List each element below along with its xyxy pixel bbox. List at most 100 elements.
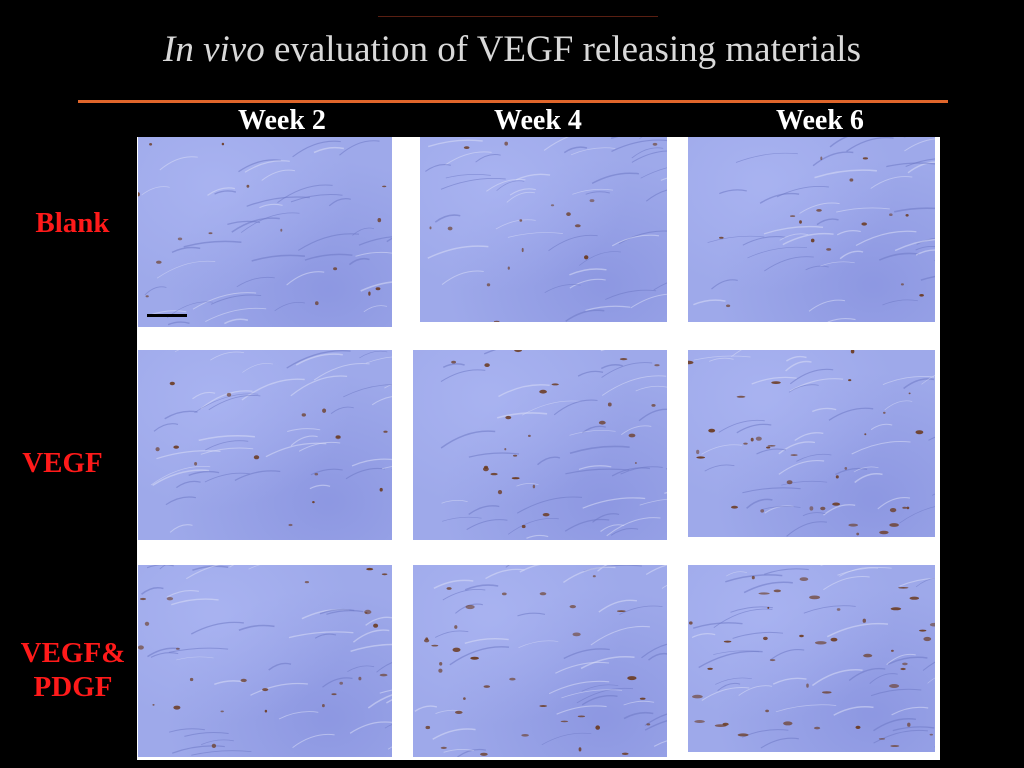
tissue-fiber (644, 713, 667, 726)
tissue-fiber (231, 217, 280, 233)
tissue-fiber (414, 705, 438, 712)
tissue-fiber (631, 150, 667, 163)
tissue-fiber (518, 640, 559, 648)
tissue-fiber (873, 729, 928, 744)
tissue-fiber (915, 249, 935, 256)
stained-vessel (551, 383, 559, 386)
tissue-fiber (778, 459, 825, 475)
tissue-fiber (611, 234, 660, 247)
stained-vessel (480, 752, 488, 756)
tissue-fiber (153, 423, 179, 432)
tissue-fiber (445, 151, 492, 166)
tissue-fiber (878, 252, 920, 261)
tissue-fiber (384, 383, 392, 389)
tissue-fiber (150, 465, 211, 486)
stained-vessel (194, 462, 198, 466)
stained-vessel (731, 505, 738, 509)
stained-vessel (634, 462, 637, 464)
stained-vessel (331, 693, 337, 696)
tissue-fiber (147, 647, 181, 658)
stained-vessel (550, 204, 555, 207)
tissue-fiber (899, 577, 935, 587)
stained-vessel (595, 725, 600, 730)
tissue-fiber (660, 177, 667, 181)
tissue-fiber (820, 261, 855, 267)
stained-vessel (509, 677, 516, 681)
tissue-fiber (572, 188, 614, 195)
stained-vessel (783, 721, 793, 726)
stained-vessel (484, 465, 488, 469)
stained-vessel (689, 621, 693, 625)
tissue-fiber (505, 565, 511, 568)
tissue-fiber (691, 632, 716, 639)
tissue-fiber (278, 711, 319, 720)
stained-vessel (850, 350, 855, 354)
stained-vessel (814, 726, 821, 730)
tissue-fiber (384, 724, 392, 729)
tissue-fiber (782, 232, 834, 246)
stained-vessel (861, 222, 867, 226)
tissue-fiber (717, 682, 741, 692)
stained-vessel (878, 738, 886, 740)
stained-vessel (166, 597, 174, 601)
tissue-fiber (610, 527, 639, 536)
tissue-fiber (805, 265, 829, 271)
tissue-fiber (601, 375, 667, 396)
tissue-fiber (853, 466, 879, 473)
stained-vessel (379, 673, 388, 677)
tissue-fiber (355, 251, 392, 257)
stained-vessel (902, 506, 907, 509)
stained-vessel (288, 523, 293, 527)
micrograph-blank-week4 (420, 137, 667, 322)
tissue-fiber (836, 230, 861, 236)
tissue-fiber (250, 682, 308, 696)
tissue-fiber (581, 684, 619, 692)
tissue-fiber (441, 500, 468, 504)
tissue-fiber (585, 191, 610, 195)
tissue-fiber (892, 726, 935, 732)
tissue-fiber (606, 517, 661, 537)
tissue-fiber (577, 370, 604, 377)
stained-vessel (723, 640, 732, 643)
tissue-fiber (427, 245, 489, 259)
tissue-fiber (653, 740, 667, 747)
stained-vessel (592, 575, 596, 578)
stained-vessel (830, 637, 838, 642)
tissue-fiber (468, 452, 520, 458)
tissue-texture (693, 137, 935, 322)
tissue-fiber (498, 384, 550, 398)
stained-vessel (607, 402, 612, 407)
stained-vessel (578, 747, 582, 752)
stained-vessel (521, 734, 529, 737)
stained-vessel (539, 705, 547, 707)
row-label-blank-line1: Blank (35, 207, 110, 239)
stained-vessel (519, 219, 523, 222)
stained-vessel (767, 445, 776, 447)
tissue-fiber (519, 565, 541, 573)
row-label-vegf-line1: VEGF (22, 447, 103, 479)
stained-vessel (155, 447, 160, 452)
tissue-fiber (764, 568, 809, 575)
stained-vessel (262, 688, 269, 692)
stained-vessel (584, 255, 589, 260)
tissue-fiber (922, 661, 935, 671)
stained-vessel (760, 509, 765, 513)
stained-vessel (708, 428, 716, 433)
tissue-fiber (165, 496, 197, 506)
tissue-fiber (886, 653, 916, 665)
tissue-fiber (168, 647, 229, 653)
tissue-fiber (576, 687, 634, 704)
stained-vessel (651, 404, 656, 407)
tissue-fiber (870, 176, 913, 189)
tissue-fiber (698, 650, 763, 669)
stained-vessel (891, 649, 894, 652)
stained-vessel (572, 632, 581, 637)
stained-vessel (366, 567, 374, 571)
tissue-fiber (711, 279, 738, 290)
tissue-fiber (214, 190, 237, 195)
tissue-fiber (367, 694, 392, 709)
tissue-fiber (928, 436, 935, 441)
tissue-fiber (904, 138, 935, 152)
tissue-fiber (736, 423, 772, 434)
tissue-fiber (522, 400, 581, 416)
